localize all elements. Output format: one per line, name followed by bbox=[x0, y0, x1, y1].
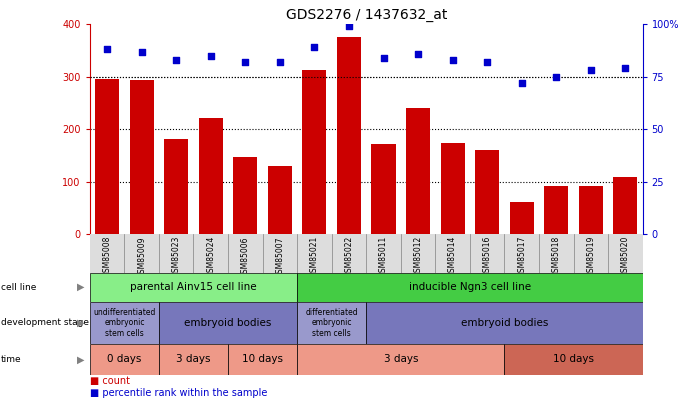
Point bbox=[309, 44, 320, 51]
Text: GSM85023: GSM85023 bbox=[171, 236, 181, 277]
Text: GSM85014: GSM85014 bbox=[448, 236, 457, 277]
Point bbox=[551, 73, 562, 80]
Text: GSM85008: GSM85008 bbox=[102, 236, 112, 277]
Bar bbox=[337, 37, 361, 234]
Bar bbox=[302, 70, 326, 234]
Bar bbox=[504, 344, 643, 375]
Bar bbox=[613, 177, 637, 234]
Text: embryoid bodies: embryoid bodies bbox=[184, 318, 272, 328]
Bar bbox=[297, 344, 504, 375]
Point bbox=[205, 53, 216, 59]
Text: 3 days: 3 days bbox=[384, 354, 418, 364]
Point bbox=[102, 46, 113, 53]
Bar bbox=[440, 143, 464, 234]
Bar bbox=[578, 186, 603, 234]
Bar bbox=[198, 118, 223, 234]
Bar bbox=[406, 108, 430, 234]
Text: GSM85012: GSM85012 bbox=[413, 236, 423, 277]
Bar bbox=[372, 144, 395, 234]
Point bbox=[343, 23, 354, 30]
Bar bbox=[509, 202, 533, 234]
Text: 0 days: 0 days bbox=[107, 354, 142, 364]
Text: GSM85006: GSM85006 bbox=[240, 236, 250, 277]
Point bbox=[447, 57, 458, 63]
Point bbox=[136, 48, 147, 55]
Point bbox=[274, 59, 285, 65]
Text: embryoid bodies: embryoid bodies bbox=[461, 318, 548, 328]
Text: GSM85018: GSM85018 bbox=[551, 236, 561, 277]
Text: 3 days: 3 days bbox=[176, 354, 211, 364]
Bar bbox=[297, 273, 643, 302]
Bar bbox=[90, 302, 159, 344]
Bar bbox=[90, 344, 159, 375]
Text: ■ percentile rank within the sample: ■ percentile rank within the sample bbox=[90, 388, 267, 398]
Point bbox=[413, 51, 424, 57]
Text: differentiated
embryonic
stem cells: differentiated embryonic stem cells bbox=[305, 308, 358, 338]
Point bbox=[240, 59, 251, 65]
Bar bbox=[159, 302, 297, 344]
Bar bbox=[95, 79, 119, 234]
Text: GSM85011: GSM85011 bbox=[379, 236, 388, 277]
Bar bbox=[475, 150, 499, 234]
Point bbox=[620, 65, 631, 72]
Text: ■ count: ■ count bbox=[90, 376, 130, 386]
Text: 10 days: 10 days bbox=[553, 354, 594, 364]
Point bbox=[378, 55, 389, 61]
Text: GSM85024: GSM85024 bbox=[206, 236, 216, 277]
Bar bbox=[545, 186, 568, 234]
Bar bbox=[297, 302, 366, 344]
Text: GSM85017: GSM85017 bbox=[517, 236, 527, 277]
Text: ▶: ▶ bbox=[77, 318, 85, 328]
Point bbox=[171, 57, 182, 63]
Point bbox=[516, 80, 527, 86]
Text: inducible Ngn3 cell line: inducible Ngn3 cell line bbox=[409, 282, 531, 292]
Text: GSM85021: GSM85021 bbox=[310, 236, 319, 277]
Text: GSM85007: GSM85007 bbox=[275, 236, 285, 277]
Text: ▶: ▶ bbox=[77, 354, 85, 364]
Bar bbox=[90, 273, 297, 302]
Text: cell line: cell line bbox=[1, 283, 36, 292]
Text: GSM85019: GSM85019 bbox=[586, 236, 596, 277]
Title: GDS2276 / 1437632_at: GDS2276 / 1437632_at bbox=[285, 8, 447, 22]
Text: GSM85022: GSM85022 bbox=[344, 236, 354, 277]
Text: 10 days: 10 days bbox=[242, 354, 283, 364]
Text: undifferentiated
embryonic
stem cells: undifferentiated embryonic stem cells bbox=[93, 308, 155, 338]
Text: development stage: development stage bbox=[1, 318, 88, 328]
Text: GSM85016: GSM85016 bbox=[482, 236, 492, 277]
Bar bbox=[233, 157, 257, 234]
Text: ▶: ▶ bbox=[77, 282, 85, 292]
Bar bbox=[159, 344, 228, 375]
Bar bbox=[366, 302, 643, 344]
Text: time: time bbox=[1, 355, 21, 364]
Text: GSM85009: GSM85009 bbox=[137, 236, 146, 277]
Bar bbox=[267, 166, 292, 234]
Text: parental Ainv15 cell line: parental Ainv15 cell line bbox=[130, 282, 257, 292]
Point bbox=[482, 59, 493, 65]
Bar bbox=[164, 139, 188, 234]
Bar bbox=[228, 344, 297, 375]
Bar bbox=[129, 81, 153, 234]
Text: GSM85020: GSM85020 bbox=[621, 236, 630, 277]
Point bbox=[585, 67, 596, 74]
